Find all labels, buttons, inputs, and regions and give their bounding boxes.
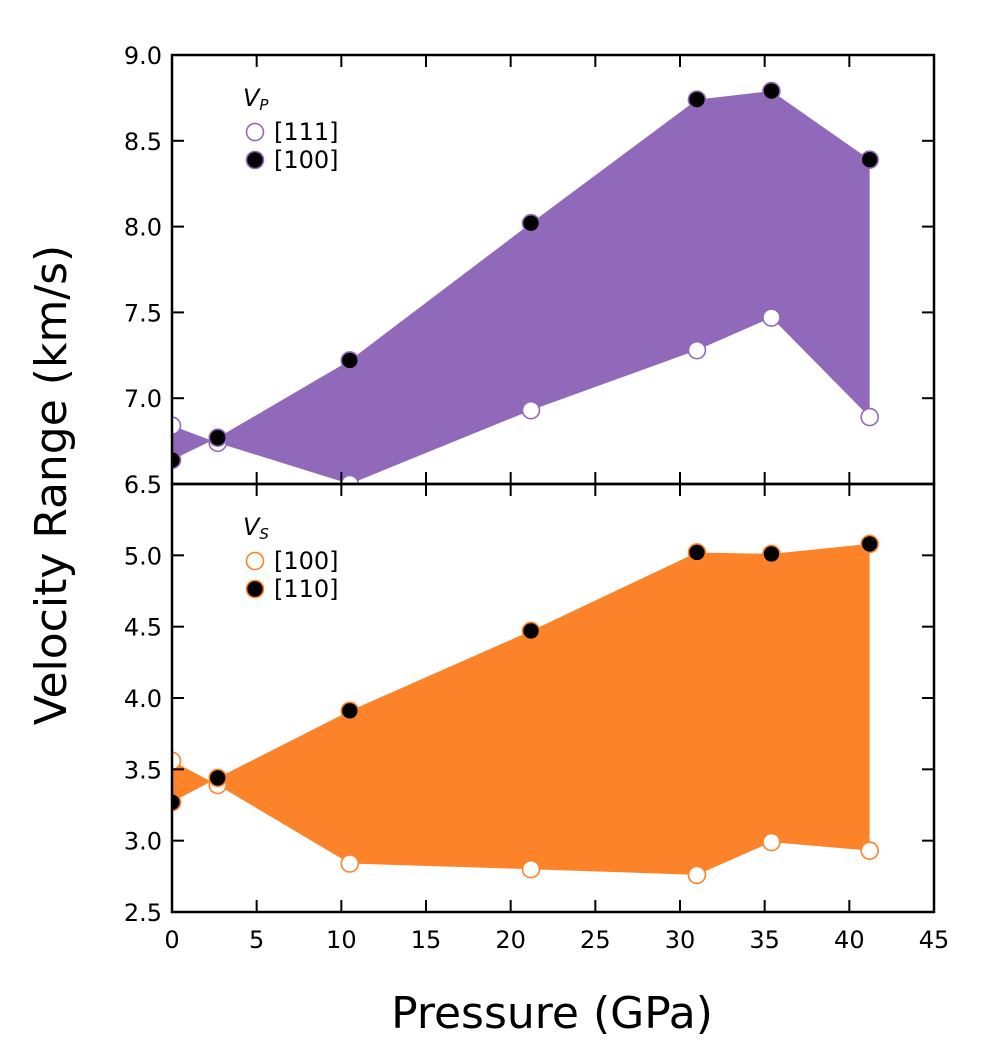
x-tick-label: 15 [411,926,442,954]
legend-marker-filled [245,579,265,599]
data-point-filled-2 [340,701,360,721]
y-tick-label: 3.5 [124,756,162,784]
data-point-open-6 [860,841,879,860]
data-point-filled-4 [687,90,707,109]
fill-area-0 [172,91,870,484]
y-axis-title: Velocity Range (km/s) [26,245,77,725]
data-point-filled-5 [762,81,781,101]
data-point-open-5 [762,832,781,852]
x-axis-title: Pressure (GPa) [391,988,713,1039]
x-tick-label: 5 [249,926,264,954]
data-point-filled-0 [172,792,182,812]
x-tick-label: 0 [164,926,179,954]
data-point-open-4 [687,340,707,360]
data-point-filled-4 [687,543,707,562]
x-tick-label: 10 [326,926,357,954]
vp-panel [172,81,879,484]
data-point-open-6 [860,407,879,427]
y-tick-label: 5.0 [124,542,162,570]
legend-marker-filled [245,150,265,170]
data-point-filled-0 [172,450,182,470]
y-tick-label: 7.5 [124,299,162,327]
y-tick-label: 7.0 [124,385,162,413]
data-point-open-2 [340,474,360,484]
y-tick-label: 6.5 [124,471,162,499]
data-point-filled-5 [762,544,781,564]
data-point-open-5 [762,308,781,327]
legend-label: [111] [274,118,339,146]
x-tick-label: 25 [580,926,611,954]
y-tick-label: 2.5 [124,899,162,927]
data-point-open-2 [340,854,360,873]
legend-title: VS [243,513,269,543]
x-tick-label: 45 [919,926,950,954]
fill-area-1 [172,543,870,875]
data-point-filled-3 [521,621,541,641]
y-tick-label: 9.0 [124,42,162,70]
data-point-filled-6 [860,150,879,169]
y-tick-label: 4.0 [124,685,162,713]
x-tick-label: 30 [665,926,696,954]
legend-title: VP [243,84,269,114]
y-tick-label: 4.5 [124,614,162,642]
data-point-filled-1 [208,428,228,447]
legend-marker-open [245,122,265,142]
data-point-open-4 [687,865,707,885]
data-point-filled-2 [340,351,360,370]
legend-label: [110] [274,575,339,603]
x-tick-label: 35 [749,926,780,954]
y-tick-label: 8.5 [124,128,162,156]
legend-label: [100] [274,146,339,174]
x-tick-label: 40 [834,926,865,954]
x-tick-label: 20 [495,926,526,954]
y-tick-label: 8.0 [124,214,162,242]
data-point-filled-3 [521,213,541,233]
data-point-open-0 [172,751,182,771]
axes: 6.57.07.58.08.59.0VP[111][100]2.53.03.54… [124,42,949,954]
data-point-open-3 [521,400,541,420]
y-tick-label: 3.0 [124,828,162,856]
legend-marker-open [245,551,265,571]
data-point-filled-6 [860,534,879,554]
vs-panel [172,534,879,885]
data-point-open-3 [521,859,541,879]
data-point-open-0 [172,416,182,435]
legend-label: [100] [274,547,339,575]
data-point-filled-1 [208,768,228,788]
